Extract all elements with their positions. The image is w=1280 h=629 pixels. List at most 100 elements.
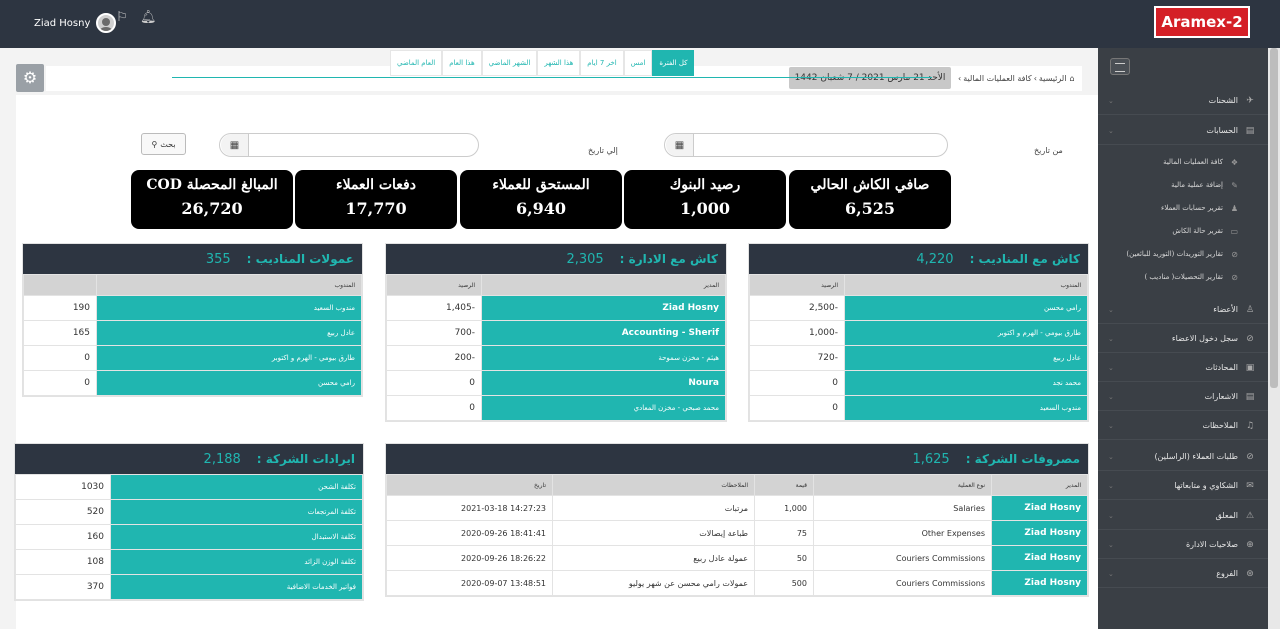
flag-icon[interactable]: ⚐ [116,10,128,25]
scrollbar-thumb[interactable] [1270,48,1278,388]
table-row: 0 محمد صبحي - مخزن المعادي [386,395,726,421]
sidebar-item-label: الشحنات [1208,96,1238,105]
home-icon[interactable]: ⌂ [1069,73,1075,83]
notify-icon: ▤ [1245,391,1255,402]
tab-all-period[interactable]: كل الفترة [652,50,695,76]
breadcrumb-home[interactable]: الرئيسية [1038,73,1067,83]
table-row: 720- عادل ربيع [749,345,1088,371]
stat-title: المبالغ المحصلة COD [146,177,278,193]
rep-commissions-table: المندوب 190 مندوب السعيد 165 عادل ربيع 0 طا… [23,274,362,396]
column-header: تاريخ [386,474,553,496]
sidebar-item[interactable]: ▭ تقرير حالة الكاش [1098,220,1268,242]
sidebar-item[interactable]: ⊘ تقارير التحصيلات( مناديب ) [1098,266,1268,288]
panel-title: عمولات المناديب : [246,252,354,266]
cell-amount: 0 [23,370,97,396]
sidebar-item[interactable]: ♟ تقرير حسابات العملاء [1098,197,1268,219]
sidebar-item[interactable]: ✈ الشحنات ⌄ [1098,87,1268,115]
cell-rep: رامي محسن [844,295,1088,321]
table-row: 1030 تكلفة الشحن [15,474,363,500]
login-icon: ⊘ [1246,333,1254,344]
cell-amount: 1030 [15,474,111,500]
sidebar-item[interactable]: ⊕ صلاحيات الادارة ⌄ [1098,531,1268,559]
cell-manager: Ziad Hosny [991,545,1088,571]
sidebar-item[interactable]: ♙ الأعضاء ⌄ [1098,296,1268,324]
stat-title: صافي الكاش الحالي [810,177,930,193]
sidebar-item[interactable]: ▤ الاشعارات ⌄ [1098,383,1268,411]
chevron-down-icon: ⌄ [1108,392,1114,401]
calendar-icon[interactable]: ▦ [666,134,694,156]
breadcrumb: ⌂ الرئيسية › كافة العمليات المالية › [958,73,1075,83]
menu-toggle-icon[interactable] [1110,58,1130,75]
cell-value: 500 [754,570,814,596]
to-date-input[interactable]: ▦ [219,133,479,157]
panel-cash-admin: كاش مع الادارة : 2,305 الرصيد المدير 1,40… [385,243,727,422]
cell-rep: عادل ربيع [96,320,362,346]
scrollbar[interactable] [1268,48,1280,629]
sidebar-item[interactable]: ⊘ طلبات العملاء (الراسلين) ⌄ [1098,443,1268,471]
sidebar-item[interactable]: ⊘ سجل دخول الاعضاء ⌄ [1098,325,1268,353]
sidebar-item[interactable]: ✎ إضافة عملية مالية [1098,174,1268,196]
table-row: 160 تكلفة الاستبدال [15,524,363,550]
cell-notes: طباعة إيصالات [552,520,755,546]
cash-reps-table: الرصيد المندوب 2,500- رامي محسن 1,000- طارق… [749,274,1088,421]
report-icon: ⊘ [1231,249,1238,259]
panel-header: عمولات المناديب : 355 [23,244,362,274]
cell-rep: رامي محسن [96,370,362,396]
sidebar-item[interactable]: ⊘ تقارير التوريدات (التوريد للبائعين) [1098,243,1268,265]
bell-icon[interactable]: 🔔︎ [140,10,157,25]
search-button[interactable]: ⚲ بحث [141,133,186,155]
bell-icon: ♫ [1245,420,1255,431]
cell-manager: Noura [481,370,726,396]
tab-last-month[interactable]: الشهر الماضي [481,50,538,76]
sidebar-item[interactable]: ❖ كافة العمليات المالية [1098,151,1268,173]
cell-amount: 520 [15,499,111,525]
pending-icon: ⚠ [1245,510,1255,521]
sidebar: ✈ الشحنات ⌄ ▤ الحسابات ⌄ ❖ كافة العمليات المالي… [1098,48,1280,629]
tabs-underline [172,77,932,78]
cell-value: 75 [754,520,814,546]
calendar-icon[interactable]: ▦ [221,134,249,156]
cell-balance: 0 [749,370,845,396]
cell-type: Couriers Commissions [813,545,992,571]
tab-last-year[interactable]: العام الماضي [390,50,443,76]
column-header: المدير [481,274,726,296]
cell-manager: Ziad Hosny [991,520,1088,546]
sidebar-item-label: الأعضاء [1213,305,1238,314]
column-header: الرصيد [749,274,845,296]
revenues-table: 1030 تكلفة الشحن 520 تكلفة المرتجعات 160 تك… [15,474,363,600]
sidebar-item[interactable]: ⊛ الفروع ⌄ [1098,560,1268,588]
stat-customer-payments: دفعات العملاء 17,770 [295,170,457,229]
tab-this-month[interactable]: هذا الشهر [537,50,581,76]
table-row: 520 تكلفة المرتجعات [15,499,363,525]
sidebar-item[interactable]: ✉ الشكاوي و متابعاتها ⌄ [1098,472,1268,500]
tab-last-7-days[interactable]: اخر 7 ايام [580,50,624,76]
tab-this-year[interactable]: هذا العام [442,50,482,76]
panel-header: ايرادات الشركة : 2,188 [15,444,363,474]
cell-amount: 370 [15,574,111,600]
gear-icon[interactable]: ⚙ [16,64,44,92]
sidebar-item[interactable]: ♫ الملاحظات ⌄ [1098,412,1268,440]
cell-amount: 108 [15,549,111,575]
permissions-icon: ⊕ [1246,539,1254,550]
table-row: 0 محمد نجد [749,370,1088,396]
cell-balance: 1,405- [386,295,482,321]
cell-rep: طارق بيومي - الهرم و اكتوبر [844,320,1088,346]
cell-rep: عادل ربيع [844,345,1088,371]
complaint-icon: ✉ [1246,480,1254,491]
user-menu[interactable]: Ziad Hosny [34,9,117,37]
search-icon: ⚲ [151,139,158,149]
tab-yesterday[interactable]: امس [623,50,653,76]
from-date-input[interactable]: ▦ [664,133,948,157]
to-date-label: إلي تاريخ [588,146,618,155]
cell-balance: 2,500- [749,295,845,321]
table-row: 165 عادل ربيع [23,320,362,346]
cell-balance: 0 [386,395,482,421]
sidebar-item[interactable]: ▣ المحادثات ⌄ [1098,354,1268,382]
panel-total: 2,188 [203,451,241,467]
panel-header: مصروفات الشركة : 1,625 [386,444,1088,474]
sidebar-item[interactable]: ▤ الحسابات ⌄ [1098,117,1268,145]
sidebar-item-label: الحسابات [1206,126,1238,135]
panel-title: كاش مع المناديب : [969,252,1080,266]
sidebar-item-label: المعلق [1215,511,1238,520]
sidebar-item[interactable]: ⚠ المعلق ⌄ [1098,502,1268,530]
